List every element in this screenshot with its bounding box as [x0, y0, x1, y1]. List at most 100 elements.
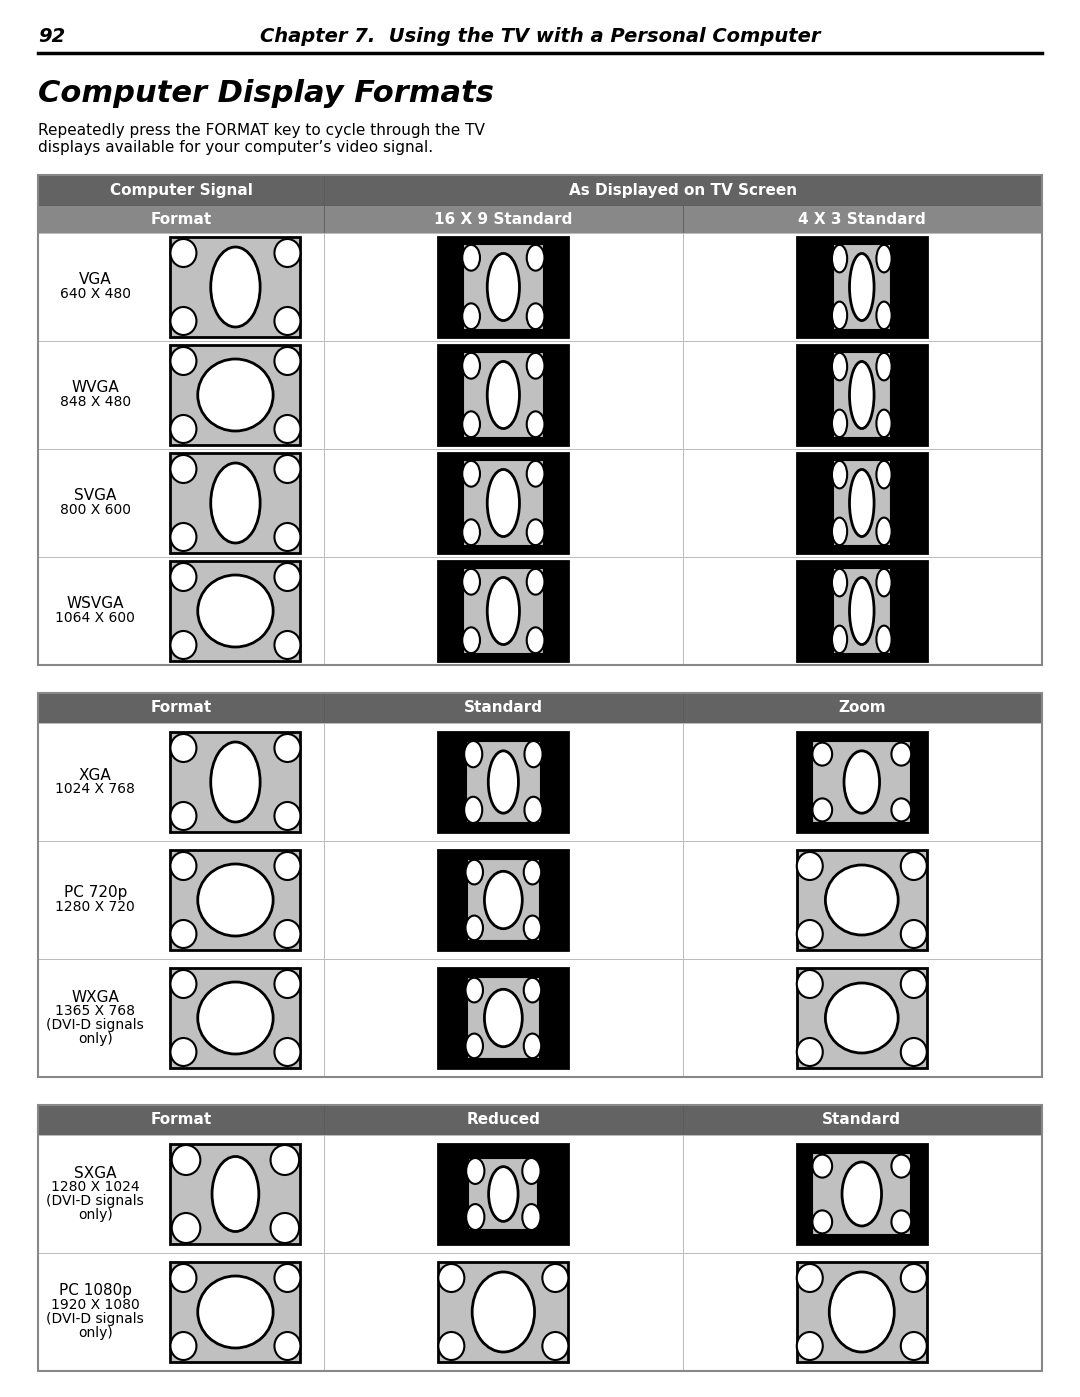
Ellipse shape	[465, 859, 483, 884]
Bar	[38, 175, 1042, 665]
Bar	[833, 352, 891, 439]
Ellipse shape	[467, 1204, 485, 1229]
Ellipse shape	[829, 1273, 894, 1352]
Ellipse shape	[171, 239, 197, 267]
Bar	[171, 562, 300, 661]
Ellipse shape	[465, 978, 483, 1003]
Ellipse shape	[198, 576, 273, 647]
Ellipse shape	[542, 1331, 568, 1361]
Bar	[38, 724, 324, 841]
Bar	[683, 1105, 1041, 1134]
Bar	[833, 460, 891, 546]
Text: WVGA: WVGA	[71, 380, 119, 395]
Bar	[812, 1153, 912, 1235]
Bar	[438, 453, 568, 553]
Ellipse shape	[198, 863, 273, 936]
Ellipse shape	[172, 1146, 200, 1175]
Bar	[812, 740, 912, 823]
Bar	[438, 562, 568, 661]
Ellipse shape	[274, 970, 300, 997]
Text: 1365 X 768: 1365 X 768	[55, 1004, 135, 1018]
Ellipse shape	[876, 626, 892, 654]
Ellipse shape	[812, 743, 833, 766]
Ellipse shape	[527, 520, 544, 545]
Ellipse shape	[527, 569, 544, 595]
Ellipse shape	[274, 852, 300, 880]
Ellipse shape	[832, 626, 847, 654]
Bar	[38, 175, 324, 205]
Ellipse shape	[524, 859, 541, 884]
Ellipse shape	[487, 577, 519, 644]
Ellipse shape	[527, 244, 544, 271]
Ellipse shape	[274, 802, 300, 830]
Text: Format: Format	[150, 212, 212, 228]
Ellipse shape	[171, 970, 197, 997]
Ellipse shape	[464, 796, 483, 823]
Ellipse shape	[842, 1162, 881, 1227]
Bar	[833, 244, 891, 330]
Ellipse shape	[527, 461, 544, 486]
Ellipse shape	[274, 415, 300, 443]
Ellipse shape	[843, 750, 879, 813]
Bar	[171, 1261, 300, 1362]
Ellipse shape	[171, 415, 197, 443]
Bar	[683, 205, 1041, 235]
Text: PC 1080p: PC 1080p	[58, 1284, 132, 1298]
Bar	[38, 557, 324, 665]
Text: 1280 X 1024: 1280 X 1024	[51, 1180, 139, 1194]
Bar	[171, 732, 300, 833]
Bar	[324, 724, 683, 841]
Ellipse shape	[812, 1210, 833, 1234]
Bar	[438, 345, 568, 446]
Bar	[797, 732, 927, 833]
Text: PC 720p: PC 720p	[64, 886, 127, 901]
Bar	[463, 244, 543, 330]
Ellipse shape	[274, 631, 300, 659]
Ellipse shape	[462, 353, 480, 379]
Bar	[683, 341, 1041, 448]
Ellipse shape	[812, 799, 833, 821]
Ellipse shape	[891, 1210, 912, 1234]
Text: 640 X 480: 640 X 480	[59, 286, 131, 300]
Ellipse shape	[850, 362, 874, 429]
Ellipse shape	[850, 253, 874, 320]
Ellipse shape	[274, 1038, 300, 1066]
Bar	[324, 1253, 683, 1370]
Ellipse shape	[438, 1264, 464, 1292]
Ellipse shape	[462, 244, 480, 271]
Ellipse shape	[274, 1331, 300, 1361]
Bar	[171, 849, 300, 950]
Ellipse shape	[797, 970, 823, 997]
Ellipse shape	[825, 865, 899, 935]
Bar	[38, 841, 324, 958]
Ellipse shape	[198, 1275, 273, 1348]
Ellipse shape	[171, 631, 197, 659]
Ellipse shape	[211, 742, 260, 821]
Ellipse shape	[527, 411, 544, 437]
Ellipse shape	[876, 302, 892, 330]
Ellipse shape	[171, 307, 197, 335]
Bar	[324, 1105, 683, 1134]
Ellipse shape	[812, 1155, 833, 1178]
Ellipse shape	[797, 852, 823, 880]
Text: SXGA: SXGA	[73, 1165, 117, 1180]
Ellipse shape	[876, 461, 892, 489]
Ellipse shape	[274, 455, 300, 483]
Ellipse shape	[274, 1264, 300, 1292]
Bar	[683, 557, 1041, 665]
Ellipse shape	[274, 733, 300, 761]
Text: Computer Signal: Computer Signal	[110, 183, 253, 197]
Bar	[38, 341, 324, 448]
Bar	[797, 562, 927, 661]
Text: displays available for your computer’s video signal.: displays available for your computer’s v…	[38, 140, 433, 155]
Bar	[469, 1158, 539, 1229]
Bar	[38, 1253, 324, 1370]
Ellipse shape	[462, 461, 480, 486]
Ellipse shape	[171, 1038, 197, 1066]
Bar	[683, 448, 1041, 557]
Text: 92: 92	[38, 27, 65, 46]
Ellipse shape	[211, 247, 260, 327]
Ellipse shape	[876, 244, 892, 272]
Ellipse shape	[270, 1146, 299, 1175]
Ellipse shape	[876, 353, 892, 380]
